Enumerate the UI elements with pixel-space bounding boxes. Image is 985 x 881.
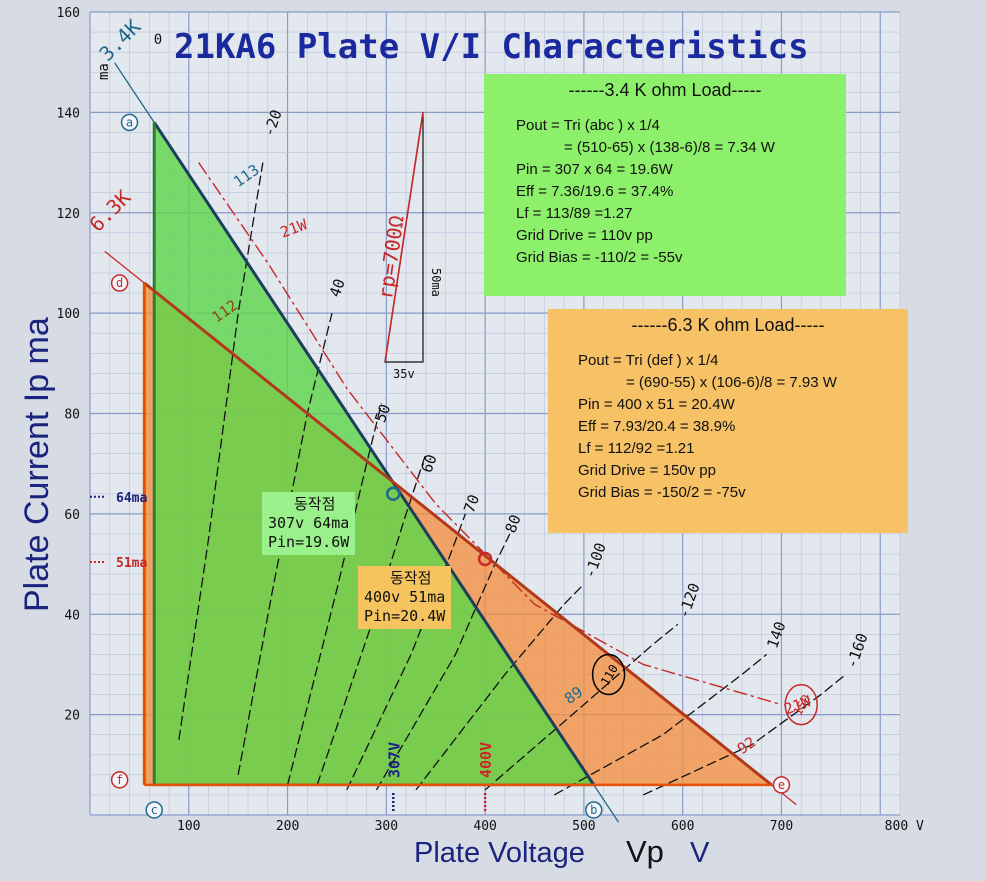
- load-34k-line: Pin = 307 x 64 = 19.6W: [516, 161, 673, 178]
- operating-point-63k-values: 400v 51ma: [364, 588, 446, 606]
- grid-bias-label: 50: [371, 402, 394, 425]
- operating-point-34k-label: 동작점 307v 64ma Pin=19.6W: [262, 492, 356, 555]
- label-circle: [784, 683, 818, 726]
- y-tick-label: 100: [57, 307, 80, 322]
- load-34k-line: Eff = 7.36/19.6 = 37.4%: [516, 183, 674, 200]
- load-34k-heading: ------3.4 K ohm Load-----: [568, 80, 762, 100]
- chart-title: 21KA6 Plate V/I Characteristics: [174, 27, 809, 67]
- y-unit-label: ma: [96, 63, 112, 80]
- point-label: e: [778, 778, 785, 792]
- load-63k-line: Eff = 7.93/20.4 = 38.9%: [578, 418, 736, 435]
- point-label: c: [151, 803, 158, 817]
- x-axis-title: Plate Voltage Vp V: [414, 834, 710, 869]
- zero-bias-label: 0: [154, 32, 162, 48]
- point-marker: [110, 274, 129, 292]
- corner-point-c: c: [145, 801, 163, 819]
- grid-bias-label: 70: [460, 492, 483, 515]
- operating-point-63k-label: 동작점 400v 51ma Pin=20.4W: [358, 566, 452, 629]
- operating-point-63k-pin: Pin=20.4W: [364, 607, 446, 625]
- corner-point-a: a: [120, 113, 139, 132]
- marker-label: 307V: [385, 742, 403, 778]
- point-label: a: [126, 115, 133, 129]
- operating-point-marker: [477, 551, 493, 567]
- grid-bias-label: 60: [418, 452, 441, 475]
- point-marker: [110, 771, 129, 789]
- corner-point-f: f: [110, 771, 129, 789]
- load-63k-info-box: ------6.3 K ohm Load----- Pout = Tri (de…: [548, 309, 908, 533]
- marker-label: 64ma: [116, 491, 147, 506]
- load-34k-line: Lf = 113/89 =1.27: [516, 205, 633, 222]
- marker-307V: 307V: [385, 742, 403, 812]
- load-63k-line: Pout = Tri (def ) x 1/4: [578, 352, 719, 369]
- corner-point-b: b: [585, 801, 603, 819]
- load-63k-line: Pin = 400 x 51 = 20.4W: [578, 396, 735, 413]
- x-tick-label: 300: [375, 819, 398, 834]
- point-label: b: [590, 803, 597, 817]
- x-tick-label: 200: [276, 819, 299, 834]
- grid-bias-curve: [375, 533, 511, 791]
- point-label: d: [116, 276, 123, 290]
- x-tick-label: 400: [473, 819, 496, 834]
- rp-v-label: 35v: [393, 367, 415, 381]
- point-marker: [120, 113, 139, 132]
- corner-point-e: e: [772, 776, 791, 794]
- rp-hypotenuse: [384, 111, 424, 363]
- y-tick-label: 160: [57, 6, 80, 21]
- y-axis-title: Plate Current Ip ma: [18, 317, 56, 612]
- label-circle: [591, 653, 626, 696]
- x-axis-symbol: Vp: [626, 834, 664, 869]
- grid-bias-label: 80: [502, 512, 525, 535]
- point-marker: [145, 801, 163, 819]
- load-line-segment: [143, 281, 773, 787]
- load-34k-info-box: ------3.4 K ohm Load----- Pout = Tri (ab…: [484, 74, 846, 296]
- marker-51ma: 51ma: [90, 556, 147, 571]
- grid-bias-curve: [178, 162, 264, 740]
- y-tick-label: 120: [57, 207, 80, 222]
- point-label: f: [116, 773, 123, 787]
- y-tick-label: 60: [64, 508, 80, 523]
- grid-bias-curve: [484, 623, 679, 791]
- y-tick-label: 80: [64, 408, 80, 423]
- x-tick-label: 600: [671, 819, 694, 834]
- operating-point-34k-pin: Pin=19.6W: [268, 533, 350, 551]
- operating-point-34k-values: 307v 64ma: [268, 514, 350, 532]
- x-tick-label: 800 V: [885, 819, 924, 834]
- marker-label: 51ma: [116, 556, 147, 571]
- y-tick-label: 40: [64, 608, 80, 623]
- load-63k-heading: ------6.3 K ohm Load-----: [631, 315, 825, 335]
- load-63k-line: Grid Drive = 150v pp: [578, 462, 716, 479]
- y-tick-label: 140: [57, 106, 80, 121]
- x-tick-label: 500: [572, 819, 595, 834]
- x-tick-label: 700: [770, 819, 793, 834]
- point-marker: [772, 776, 791, 794]
- grid-bias-curve: [642, 673, 847, 796]
- x-axis-unit: V: [690, 837, 710, 869]
- marker-400V: 400V: [477, 742, 495, 812]
- marker-64ma: 64ma: [90, 491, 147, 506]
- load-63k-line: Grid Bias = -150/2 = -75v: [578, 484, 746, 501]
- corner-point-d: d: [110, 274, 129, 292]
- x-tick-label: 100: [177, 819, 200, 834]
- operating-point-marker: [386, 486, 401, 502]
- y-tick-label: 20: [64, 709, 80, 724]
- load-line-segment: [152, 121, 596, 786]
- grid-bias-curve: [415, 583, 585, 791]
- grid-bias-curve: [553, 653, 768, 796]
- grid-bias-label: 40: [326, 276, 349, 299]
- power-dissipation-curve: [198, 162, 782, 706]
- rp-ma-label: 50ma: [429, 268, 443, 297]
- load-63k-line: Lf = 112/92 =1.21: [578, 440, 695, 457]
- load-34k-line: Pout = Tri (abc ) x 1/4: [516, 117, 660, 134]
- point-marker: [585, 801, 603, 819]
- load-34k-line: = (510-65) x (138-6)/8 = 7.34 W: [564, 139, 775, 156]
- load-63k-line: = (690-55) x (106-6)/8 = 7.93 W: [626, 374, 837, 391]
- x-axis-title-text: Plate Voltage: [414, 837, 585, 869]
- load-34k-line: Grid Drive = 110v pp: [516, 227, 653, 244]
- operating-point-34k-title: 동작점: [294, 495, 336, 513]
- load-34k-line: Grid Bias = -110/2 = -55v: [516, 249, 683, 266]
- marker-label: 400V: [477, 742, 495, 778]
- operating-point-63k-title: 동작점: [390, 569, 432, 587]
